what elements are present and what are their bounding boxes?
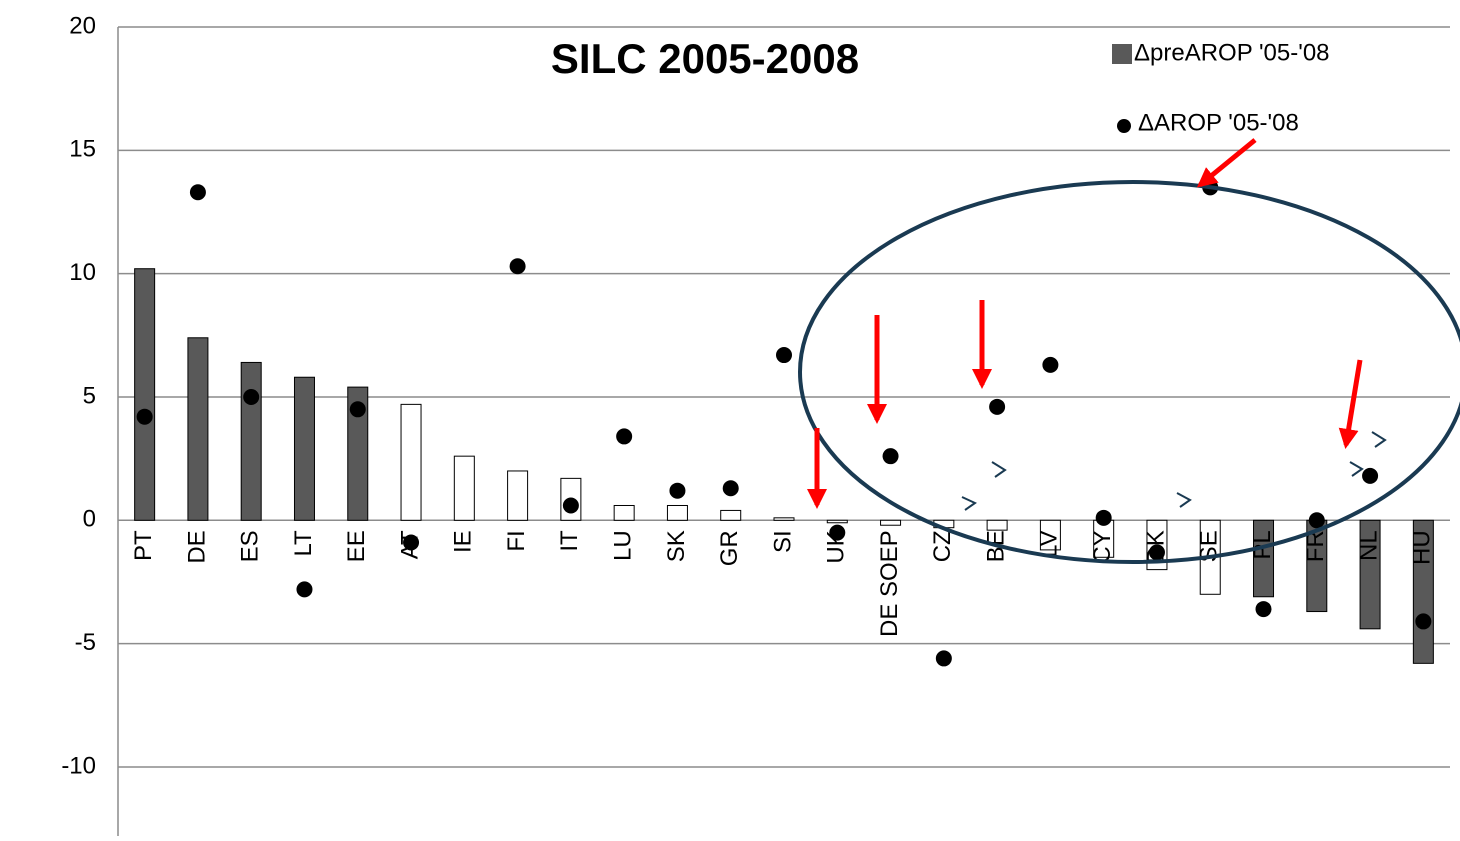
tick-marks — [961, 431, 1387, 511]
bar — [720, 509, 742, 521]
dot — [1308, 512, 1325, 529]
chart-title: SILC 2005-2008 — [551, 35, 859, 82]
y-tick-label: -5 — [75, 629, 96, 656]
dot — [136, 408, 153, 425]
legend-swatch — [1112, 44, 1132, 64]
arrow — [1196, 138, 1257, 188]
dot — [669, 482, 686, 499]
x-tick-label: NL — [1355, 530, 1382, 561]
dot — [1362, 467, 1379, 484]
x-tick-label: SI — [769, 530, 796, 553]
y-tick-label: 10 — [69, 259, 96, 286]
x-tick-label: DE SOEP — [876, 530, 903, 637]
y-tick-label: 5 — [83, 382, 96, 409]
annotations — [798, 138, 1460, 564]
dot — [349, 401, 366, 418]
y-tick-label: 15 — [69, 136, 96, 163]
bar — [1039, 519, 1061, 551]
dot — [189, 184, 206, 201]
dot — [776, 347, 792, 364]
bar — [453, 455, 475, 521]
x-tick-label: HU — [1409, 530, 1436, 565]
x-tick-label: EE — [343, 530, 370, 562]
dot — [1095, 509, 1112, 526]
legend: ΔpreAROP '05-'08 ΔAROP '05-'08 — [1112, 39, 1330, 136]
bar — [773, 517, 795, 521]
dot — [1255, 601, 1272, 618]
dot — [935, 650, 952, 667]
x-tick-label: LU — [610, 530, 637, 561]
bar — [400, 403, 422, 521]
legend-label: ΔAROP '05-'08 — [1138, 109, 1299, 136]
y-tick-label: 20 — [69, 12, 96, 39]
bar — [880, 519, 902, 526]
dot — [722, 480, 739, 497]
dot — [829, 524, 846, 541]
x-tick-label: FI — [503, 530, 530, 551]
bar — [613, 504, 635, 521]
marks: PTDEESLTEEATIEFIITLUSKGRSIUKDE SOEPCZBEL… — [130, 179, 1436, 667]
highlight-ellipse — [798, 180, 1460, 564]
x-tick-label: CY — [1089, 530, 1116, 563]
x-tick-label: CZ — [929, 530, 956, 562]
dot — [989, 398, 1006, 415]
bar — [240, 361, 262, 521]
x-tick-label: ES — [237, 530, 264, 562]
x-tick-label: IE — [450, 530, 477, 553]
dot — [243, 388, 260, 405]
dot — [562, 497, 579, 514]
bar — [187, 337, 209, 521]
legend-label: ΔpreAROP '05-'08 — [1134, 39, 1330, 66]
dot — [1415, 613, 1432, 630]
bar — [347, 386, 369, 521]
bar — [986, 519, 1008, 531]
bar — [134, 268, 156, 521]
dot — [296, 581, 313, 598]
dot — [1042, 356, 1059, 373]
bar — [826, 519, 848, 524]
bar — [1253, 519, 1275, 598]
dot — [509, 258, 526, 275]
x-tick-label: GR — [716, 530, 743, 566]
x-tick-label: SK — [663, 530, 690, 562]
dot — [1148, 544, 1165, 561]
bar — [507, 470, 529, 521]
dot — [616, 428, 633, 445]
dot — [882, 448, 899, 465]
dot — [403, 534, 420, 551]
x-tick-label: LT — [290, 530, 317, 557]
legend-swatch — [1117, 119, 1131, 133]
x-tick-label: PT — [130, 530, 157, 561]
y-tick-label: -10 — [61, 752, 96, 779]
arrow — [1338, 359, 1363, 449]
x-tick-label: IT — [556, 530, 583, 552]
bar — [293, 376, 315, 521]
y-tick-label: 0 — [83, 506, 96, 533]
bar — [666, 504, 688, 521]
x-tick-label: DE — [183, 530, 210, 563]
grid: 20 15 10 5 0 -5 -10 — [61, 12, 1450, 836]
bar — [1359, 519, 1381, 630]
